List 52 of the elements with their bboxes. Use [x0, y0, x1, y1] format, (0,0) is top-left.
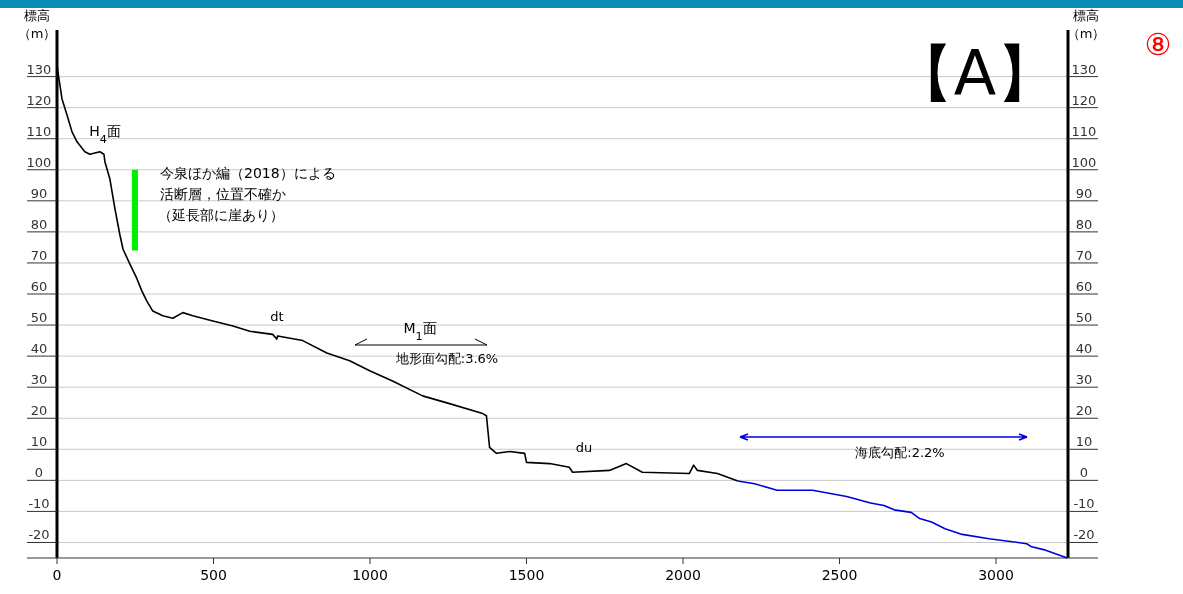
x-tick-label: 500: [200, 567, 227, 583]
y-tick-label: 50: [30, 310, 48, 326]
y2-tick-label: 10: [1075, 434, 1093, 450]
annotation: 地形面勾配:3.6%: [394, 351, 499, 366]
y-tick-label: 100: [26, 154, 52, 170]
x-tick-label: 1000: [352, 567, 388, 583]
y2-tick-label: -10: [1073, 496, 1095, 512]
y2-tick-label: 100: [1071, 154, 1097, 170]
x-tick-label: 3000: [978, 567, 1014, 583]
annotation: 活断層，位置不確か: [160, 186, 286, 202]
annotation: du: [575, 440, 593, 455]
y-tick-label: 120: [26, 92, 52, 108]
text: ⑧: [1144, 27, 1172, 62]
y2-tick-label: 70: [1075, 247, 1093, 263]
y2-tick-label: -20: [1073, 527, 1095, 543]
x-tick-label: 0: [52, 567, 62, 583]
y2-tick-label: 90: [1075, 185, 1093, 201]
y-axis-title: 標高（m）: [17, 8, 57, 41]
annotation: dt: [270, 309, 284, 324]
x-tick-label: 1500: [508, 567, 545, 583]
y2-tick-label: 60: [1075, 279, 1093, 294]
y2-tick-label: 40: [1075, 341, 1093, 357]
y2-tick-label: 80: [1075, 216, 1093, 232]
y2-tick-label: 0: [1079, 465, 1089, 481]
y-tick-label: 60: [30, 279, 48, 294]
y2-axis-title: 標高（m）: [1066, 8, 1106, 41]
y-tick-label: 10: [30, 434, 48, 450]
y-tick-label: 90: [30, 185, 48, 201]
y-tick-label: 70: [30, 247, 48, 263]
y2-tick-label: 50: [1075, 310, 1093, 326]
y2-tick-label: 110: [1071, 123, 1097, 139]
y2-tick-label: 20: [1075, 403, 1093, 419]
y-tick-label: 0: [34, 465, 44, 481]
annotation: H$_{4}$面: [89, 123, 121, 146]
chart-title: 【A】: [891, 37, 1059, 110]
y-tick-label: 40: [30, 341, 48, 357]
y-tick-label: 130: [26, 61, 52, 77]
y-tick-label: 30: [30, 372, 48, 388]
y-tick-label: -20: [28, 527, 50, 543]
annotation: M$_{1}$面: [403, 320, 437, 343]
x-tick-label: 2000: [665, 567, 701, 583]
y2-tick-label: 120: [1071, 92, 1097, 108]
y2-tick-label: 130: [1071, 61, 1097, 77]
y-tick-label: 20: [30, 403, 48, 419]
x-tick-label: 2500: [821, 567, 858, 583]
annotation: 今泉ほか編（2018）による: [160, 165, 336, 181]
y-tick-label: -10: [28, 496, 50, 512]
y2-tick-label: 30: [1075, 372, 1093, 388]
y-tick-label: 110: [26, 123, 52, 139]
y-tick-label: 80: [30, 216, 48, 232]
annotation: 海底勾配:2.2%: [855, 445, 945, 460]
annotation: （延長部に崖あり）: [158, 207, 284, 223]
